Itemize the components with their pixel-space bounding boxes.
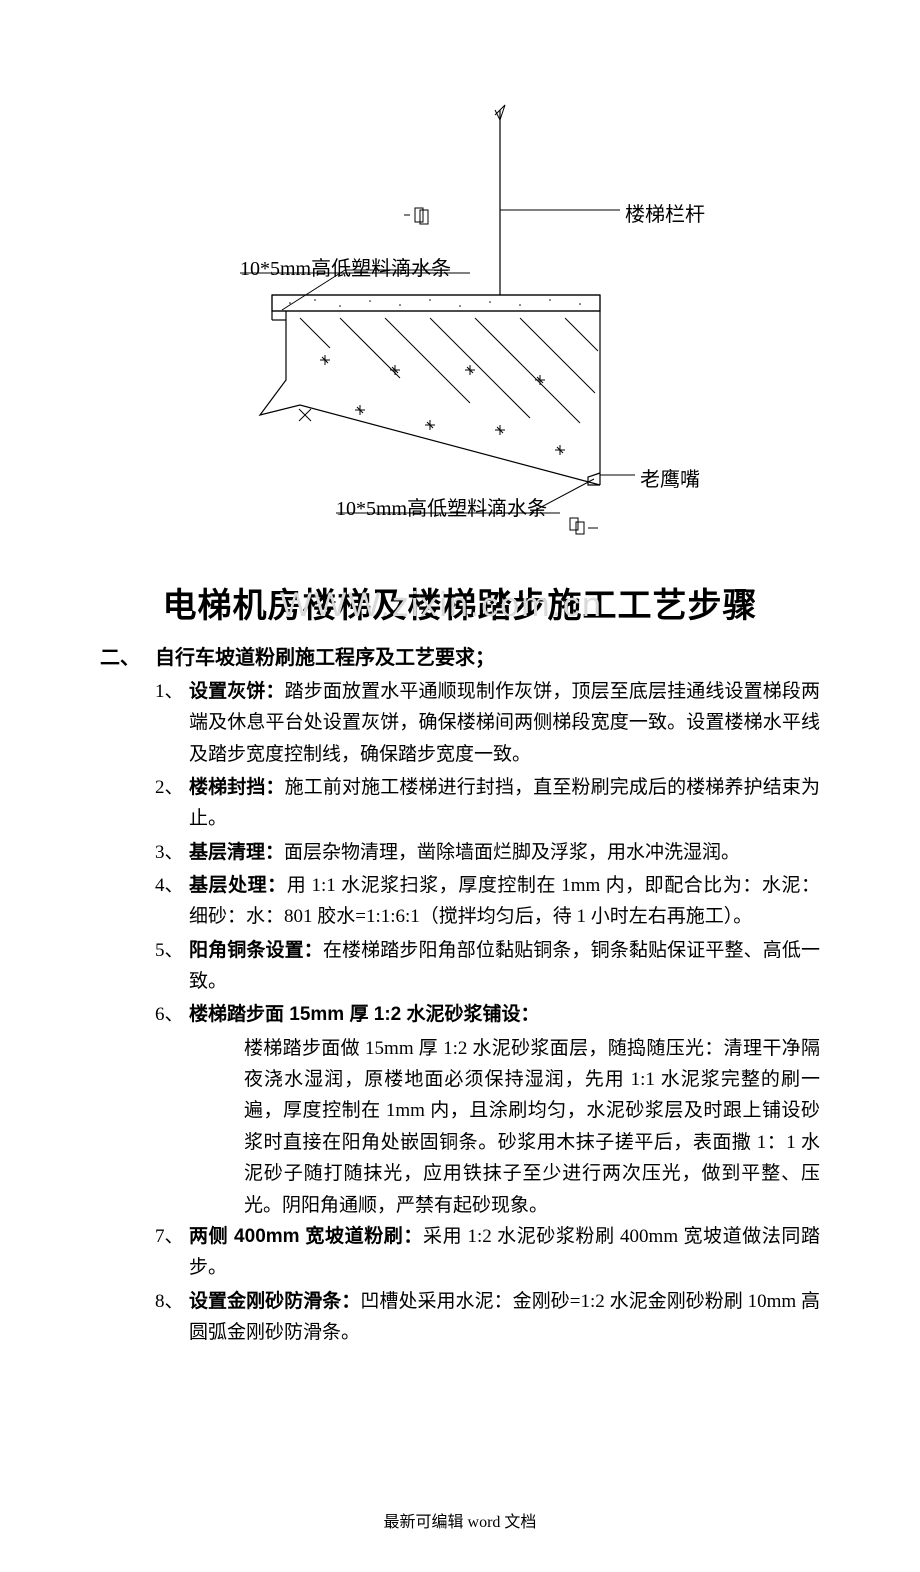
label-top-strip: 10*5mm高低塑料滴水条: [240, 252, 451, 281]
item-body: 基层处理：用 1:1 水泥浆扫浆，厚度控制在 1mm 内，即配合比为：水泥：细砂…: [189, 870, 820, 933]
item-body: 设置金刚砂防滑条：凹槽处采用水泥：金刚砂=1:2 水泥金刚砂粉刷 10mm 高圆…: [189, 1286, 820, 1349]
label-bottom-strip: 10*5mm高低塑料滴水条: [336, 492, 547, 521]
item-bold-label: 阳角铜条设置：: [189, 940, 323, 961]
item-bold-label: 设置金刚砂防滑条：: [189, 1291, 360, 1312]
item-number: 4、: [155, 870, 189, 901]
page-footer: 最新可编辑 word 文档: [100, 1508, 820, 1532]
item-bold-label: 楼梯封挡：: [189, 777, 285, 798]
item-number: 1、: [155, 676, 189, 707]
list-item: 4、基层处理：用 1:1 水泥浆扫浆，厚度控制在 1mm 内，即配合比为：水泥：…: [155, 870, 820, 933]
list-item: 7、两侧 400mm 宽坡道粉刷：采用 1:2 水泥砂浆粉刷 400mm 宽坡道…: [155, 1221, 820, 1284]
item-text: 踏步面放置水平通顺现制作灰饼，顶层至底层挂通线设置梯段两端及休息平台处设置灰饼，…: [189, 681, 820, 765]
item-body: 设置灰饼：踏步面放置水平通顺现制作灰饼，顶层至底层挂通线设置梯段两端及休息平台处…: [189, 676, 820, 770]
stair-diagram: 10*5mm高低塑料滴水条 楼梯栏杆 10*5mm高低塑料滴水条 老鹰嘴: [100, 60, 820, 560]
item-body: 楼梯踏步面 15mm 厚 1:2 水泥砂浆铺设：: [189, 999, 820, 1030]
list-item: 3、基层清理：面层杂物清理，凿除墙面烂脚及浮浆，用水冲洗湿润。: [155, 837, 820, 868]
section-title: 自行车坡道粉刷施工程序及工艺要求；: [155, 641, 495, 670]
item-bold-label: 基层处理：: [189, 875, 287, 896]
item-text: 面层杂物清理，凿除墙面烂脚及浮浆，用水冲洗湿润。: [284, 842, 740, 863]
item-text: 施工前对施工楼梯进行封挡，直至粉刷完成后的楼梯养护结束为止。: [189, 777, 820, 829]
item-list: 1、设置灰饼：踏步面放置水平通顺现制作灰饼，顶层至底层挂通线设置梯段两端及休息平…: [155, 676, 820, 1348]
item-body: 阳角铜条设置：在楼梯踏步阳角部位黏贴铜条，铜条黏贴保证平整、高低一致。: [189, 935, 820, 998]
list-item: 6、楼梯踏步面 15mm 厚 1:2 水泥砂浆铺设：: [155, 999, 820, 1030]
item-number: 3、: [155, 837, 189, 868]
list-item: 8、设置金刚砂防滑条：凹槽处采用水泥：金刚砂=1:2 水泥金刚砂粉刷 10mm …: [155, 1286, 820, 1349]
item-bold-label: 楼梯踏步面 15mm 厚 1:2 水泥砂浆铺设：: [189, 1004, 540, 1025]
list-item: 2、楼梯封挡：施工前对施工楼梯进行封挡，直至粉刷完成后的楼梯养护结束为止。: [155, 772, 820, 835]
item-bold-label: 设置灰饼：: [189, 681, 285, 702]
section-number: 二、: [100, 641, 155, 670]
item-number: 2、: [155, 772, 189, 803]
item-body: 楼梯封挡：施工前对施工楼梯进行封挡，直至粉刷完成后的楼梯养护结束为止。: [189, 772, 820, 835]
item-number: 6、: [155, 999, 189, 1030]
item-body: 两侧 400mm 宽坡道粉刷：采用 1:2 水泥砂浆粉刷 400mm 宽坡道做法…: [189, 1221, 820, 1284]
item-extra: 楼梯踏步面做 15mm 厚 1:2 水泥砂浆面层，随捣随压光：清理干净隔夜浇水湿…: [244, 1033, 820, 1221]
main-title: 电梯机房楼梯及楼梯踏步施工工艺步骤: [100, 578, 820, 627]
item-number: 8、: [155, 1286, 189, 1317]
item-number: 7、: [155, 1221, 189, 1252]
list-item: 1、设置灰饼：踏步面放置水平通顺现制作灰饼，顶层至底层挂通线设置梯段两端及休息平…: [155, 676, 820, 770]
document-page: 10*5mm高低塑料滴水条 楼梯栏杆 10*5mm高低塑料滴水条 老鹰嘴 电梯机…: [0, 0, 920, 1572]
item-bold-label: 两侧 400mm 宽坡道粉刷：: [189, 1226, 423, 1247]
label-rail: 楼梯栏杆: [625, 198, 705, 227]
list-item: 5、阳角铜条设置：在楼梯踏步阳角部位黏贴铜条，铜条黏贴保证平整、高低一致。: [155, 935, 820, 998]
label-eagle: 老鹰嘴: [640, 463, 700, 492]
item-body: 基层清理：面层杂物清理，凿除墙面烂脚及浮浆，用水冲洗湿润。: [189, 837, 820, 868]
item-number: 5、: [155, 935, 189, 966]
item-bold-label: 基层清理：: [189, 842, 284, 863]
diagram-svg: [100, 60, 820, 560]
section-heading: 二、 自行车坡道粉刷施工程序及工艺要求；: [100, 641, 820, 670]
